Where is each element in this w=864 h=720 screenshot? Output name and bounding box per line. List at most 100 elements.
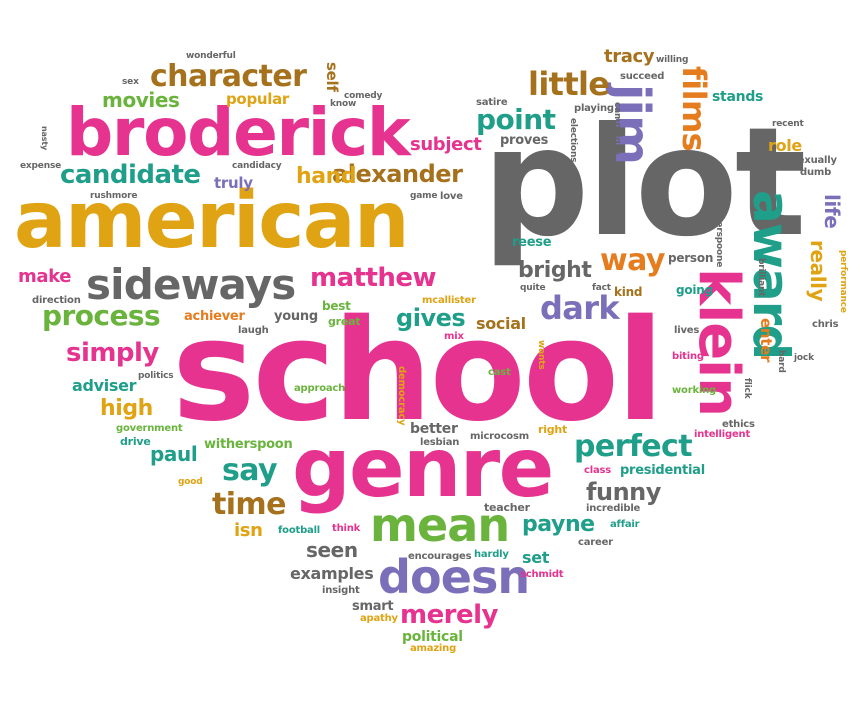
word-career: career <box>578 537 613 548</box>
word-high: high <box>100 396 153 421</box>
word-direction: direction <box>32 295 81 306</box>
word-sexually: sexually <box>792 155 837 166</box>
word-know: know <box>330 99 357 109</box>
word-proves: proves <box>500 133 549 148</box>
word-football: football <box>278 525 321 536</box>
word-witherspoon: witherspoon <box>204 437 293 452</box>
word-rushmore: rushmore <box>90 191 138 201</box>
word-brilliant: brilliant <box>756 258 766 297</box>
word-politics: politics <box>138 371 174 381</box>
word-sex: sex <box>122 77 139 87</box>
word-willing: willing <box>656 55 689 65</box>
word-incredible: incredible <box>586 503 641 514</box>
word-wonderful: wonderful <box>186 51 236 61</box>
word-kind: kind <box>614 285 643 299</box>
word-gives: gives <box>396 304 466 332</box>
word-role: role <box>768 136 802 155</box>
word-best: best <box>322 299 351 313</box>
word-democracy: democracy <box>396 366 407 426</box>
word-good: good <box>178 477 203 487</box>
word-plot: plot <box>482 96 807 270</box>
word-life: life <box>820 194 844 229</box>
word-school: school <box>172 290 664 453</box>
word-quite: quite <box>520 283 546 293</box>
word-truly: truly <box>214 174 253 192</box>
word-say: say <box>222 453 278 488</box>
word-funny: funny <box>586 478 661 506</box>
word-great: great <box>328 315 361 328</box>
word-lesbian: lesbian <box>420 437 460 448</box>
word-insight: insight <box>322 585 360 596</box>
word-achiever: achiever <box>184 309 245 324</box>
word-expense: expense <box>20 161 62 171</box>
word-movies: movies <box>102 88 180 112</box>
word-laugh: laugh <box>238 325 269 336</box>
word-popular: popular <box>226 90 290 108</box>
word-perfect: perfect <box>574 429 693 464</box>
word-jim: jim <box>604 84 660 165</box>
word-award: award <box>742 190 800 360</box>
word-american: american <box>14 176 409 266</box>
word-drive: drive <box>120 435 151 448</box>
word-little: little <box>528 65 610 103</box>
word-mix: mix <box>444 331 464 342</box>
word-cast: cast <box>488 367 511 378</box>
word-campaigns: campaigns <box>612 102 622 155</box>
word-think: think <box>332 523 361 534</box>
word-candidate: candidate <box>60 160 201 190</box>
word-stands: stands <box>712 89 764 105</box>
word-klein: klein <box>686 268 751 416</box>
word-time: time <box>212 487 286 522</box>
word-political: political <box>402 629 463 645</box>
word-seen: seen <box>306 538 358 562</box>
word-really: really <box>806 240 830 302</box>
word-elections: elections <box>568 118 578 163</box>
word-teacher: teacher <box>484 501 530 514</box>
word-witherspoone: witherspoone <box>714 200 724 268</box>
word-matthew: matthew <box>310 263 437 293</box>
word-apathy: apathy <box>360 613 398 624</box>
word-succeed: succeed <box>620 71 665 82</box>
word-comedy: comedy <box>344 91 383 101</box>
word-bright: bright <box>518 258 592 283</box>
word-affair: affair <box>610 519 640 530</box>
word-chris: chris <box>812 319 839 330</box>
word-reese: reese <box>512 235 552 250</box>
word-intelligent: intelligent <box>694 429 751 440</box>
word-examples: examples <box>290 564 374 583</box>
word-paul: paul <box>150 442 198 466</box>
word-schmidt: schmidt <box>520 569 564 580</box>
word-presidential: presidential <box>620 463 705 478</box>
word-adviser: adviser <box>72 376 137 395</box>
word-encourages: encourages <box>408 551 472 562</box>
word-mcallister: mcallister <box>422 295 476 306</box>
word-make: make <box>18 266 72 287</box>
word-better: better <box>410 421 458 437</box>
word-dark: dark <box>540 289 620 327</box>
word-playing: playing <box>574 103 614 114</box>
word-smart: smart <box>352 599 394 614</box>
word-love: love <box>440 191 463 202</box>
word-alexander: alexander <box>332 160 463 188</box>
word-character: character <box>150 59 307 94</box>
word-process: process <box>42 299 161 332</box>
word-going: going <box>676 283 713 297</box>
word-films: films <box>675 66 713 152</box>
word-person: person <box>668 251 714 265</box>
word-set: set <box>522 548 550 567</box>
word-enter: enter <box>757 318 775 363</box>
word-self: self <box>323 62 341 92</box>
word-mean: mean <box>370 498 510 552</box>
word-wants: wants <box>536 340 546 370</box>
word-way: way <box>600 243 665 278</box>
word-performance: performance <box>838 250 848 313</box>
word-lives: lives <box>674 325 700 336</box>
word-approach: approach <box>294 383 346 394</box>
word-ethics: ethics <box>722 419 755 430</box>
word-fact: fact <box>592 283 611 293</box>
word-nasty: nasty <box>40 126 49 151</box>
word-subject: subject <box>410 134 482 155</box>
word-working: working <box>672 385 716 396</box>
word-social: social <box>476 314 526 333</box>
